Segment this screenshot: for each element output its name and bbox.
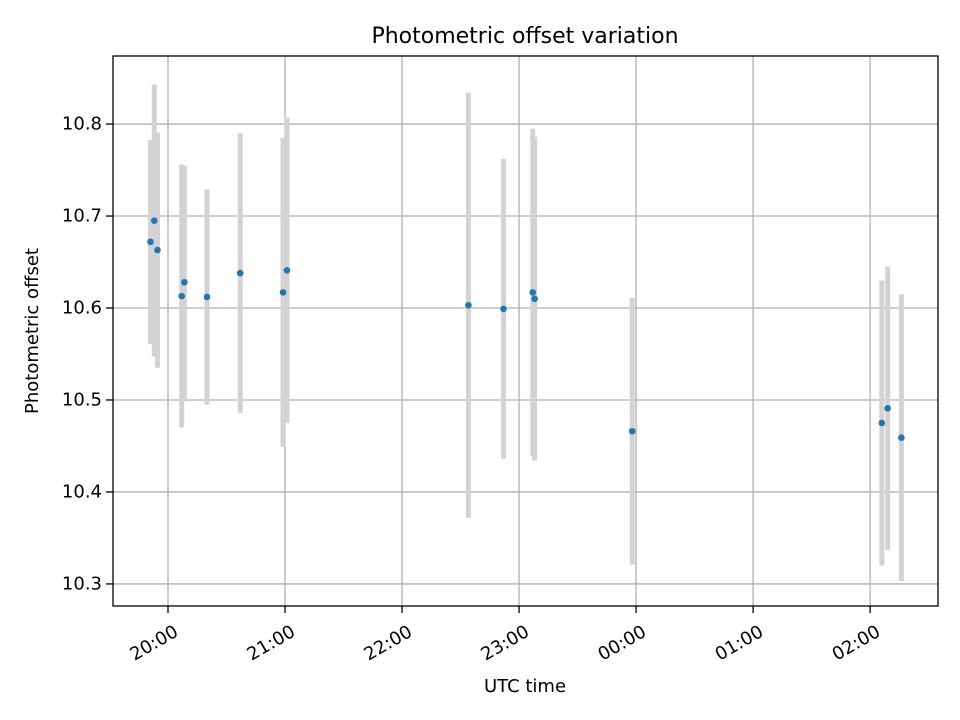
data-point: [178, 292, 185, 300]
plot-frame: [112, 55, 939, 607]
data-point: [279, 289, 287, 296]
y-tick-label: 10.5: [62, 389, 102, 410]
data-point: [236, 269, 244, 277]
y-tick-label: 10.8: [62, 114, 102, 135]
data-point: [147, 238, 154, 246]
data-point: [181, 278, 188, 286]
x-axis-title: UTC time: [484, 676, 566, 697]
data-point: [203, 293, 211, 301]
data-point: [898, 434, 905, 441]
data-point: [465, 301, 472, 309]
y-tick-label: 10.6: [62, 298, 102, 319]
y-tick-label: 10.3: [62, 573, 102, 594]
data-point: [154, 246, 161, 254]
y-tick-label: 10.4: [62, 481, 102, 502]
data-point: [529, 289, 537, 296]
data-point: [500, 305, 507, 313]
plot-area: [113, 56, 938, 606]
data-point: [283, 266, 291, 274]
data-point: [531, 295, 538, 303]
point-layer: [147, 217, 905, 441]
data-point: [628, 427, 636, 435]
data-point: [878, 419, 886, 427]
y-tick-label: 10.7: [62, 206, 102, 227]
chart-title: Photometric offset variation: [371, 24, 678, 49]
data-point: [151, 217, 158, 224]
data-point: [884, 404, 891, 412]
y-axis-title: Photometric offset: [22, 248, 43, 414]
